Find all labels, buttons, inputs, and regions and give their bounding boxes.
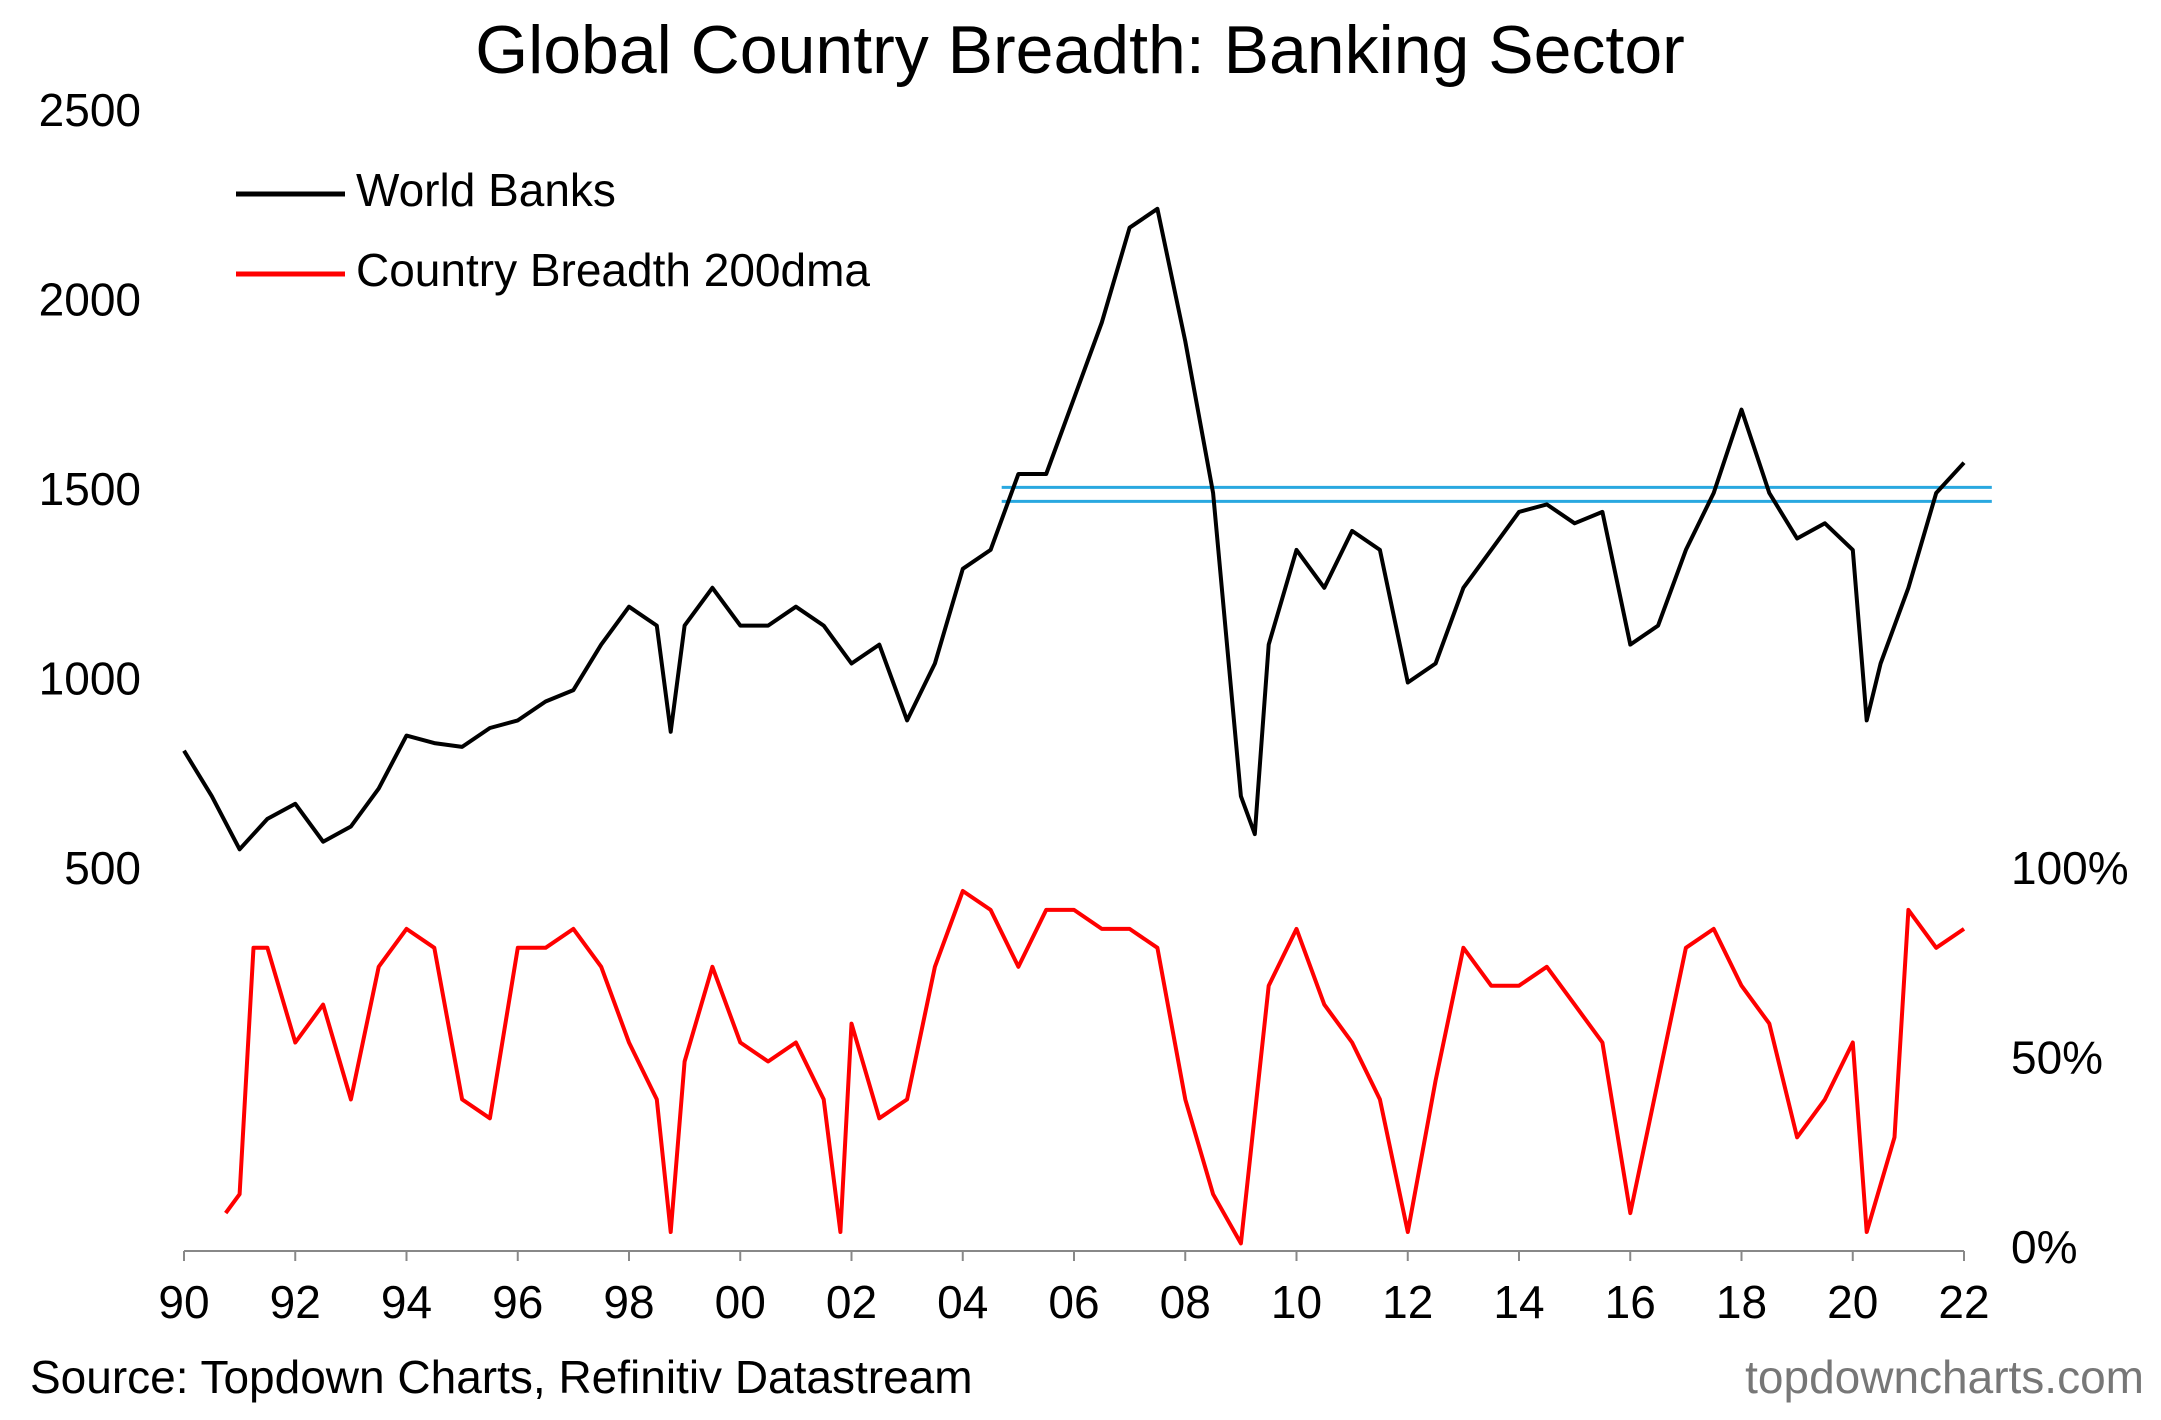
x-tick-label: 20 [1827,1276,1878,1328]
x-tick-label: 92 [270,1276,321,1328]
x-tick-label: 04 [937,1276,988,1328]
x-tick-label: 94 [381,1276,432,1328]
series-line [224,889,1966,1246]
x-tick-label: 18 [1716,1276,1767,1328]
x-tick-label: 00 [715,1276,766,1328]
y-tick-label: 2000 [39,274,141,326]
x-tick-label: 14 [1493,1276,1544,1328]
watermark: topdowncharts.com [1745,1351,2144,1403]
x-tick-label: 10 [1271,1276,1322,1328]
legend-label: Country Breadth 200dma [356,244,870,296]
legend-label: World Banks [356,164,616,216]
y2-tick-label: 50% [2011,1032,2103,1084]
y-tick-label: 500 [64,842,141,894]
x-tick-label: 22 [1938,1276,1989,1328]
x-tick-label: 08 [1160,1276,1211,1328]
x-tick-label: 02 [826,1276,877,1328]
source-note: Source: Topdown Charts, Refinitiv Datast… [30,1351,973,1403]
y-tick-label: 1500 [39,463,141,515]
x-tick-label: 06 [1048,1276,1099,1328]
x-tick-label: 96 [492,1276,543,1328]
x-tick-label: 12 [1382,1276,1433,1328]
y2-tick-label: 100% [2011,842,2129,894]
x-tick-label: 16 [1605,1276,1656,1328]
x-tick-label: 98 [603,1276,654,1328]
x-tick-label: 90 [158,1276,209,1328]
y-tick-label: 2500 [39,84,141,136]
y-tick-label: 1000 [39,653,141,705]
chart-title: Global Country Breadth: Banking Sector [475,12,1685,88]
series-line [182,206,1966,852]
y2-tick-label: 0% [2011,1221,2077,1273]
